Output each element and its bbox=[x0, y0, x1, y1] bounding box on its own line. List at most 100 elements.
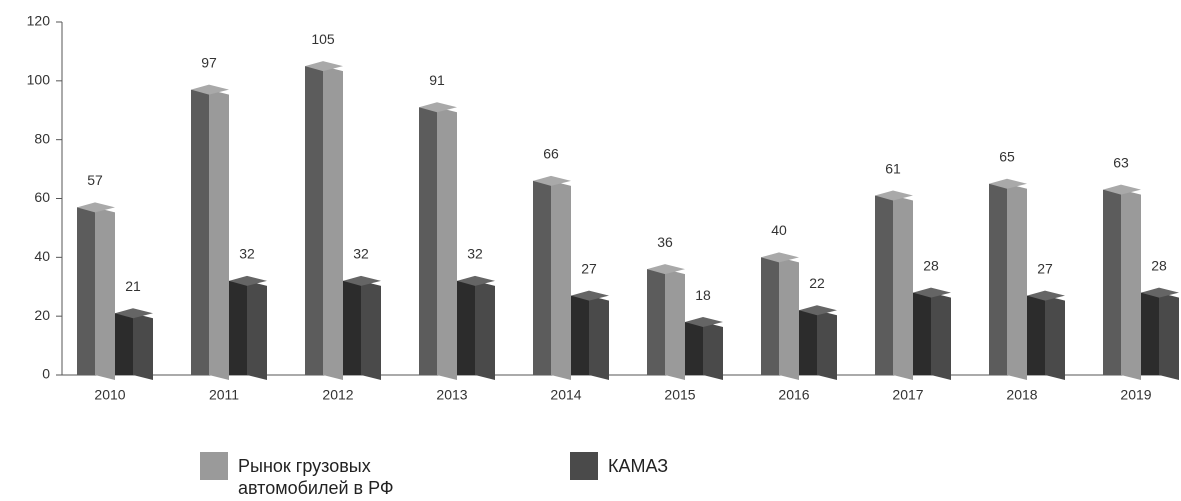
bar-top bbox=[305, 61, 343, 72]
data-label: 32 bbox=[239, 246, 255, 262]
y-tick-label: 120 bbox=[27, 13, 51, 29]
bar-top bbox=[761, 252, 799, 263]
bar-front bbox=[913, 292, 931, 375]
data-label: 61 bbox=[885, 160, 901, 176]
bar-top bbox=[875, 190, 913, 201]
bar-front bbox=[457, 280, 475, 375]
data-label: 97 bbox=[201, 54, 217, 70]
bar-side bbox=[779, 257, 799, 380]
bar-front bbox=[343, 280, 361, 375]
bar-top bbox=[1103, 184, 1141, 195]
data-label: 28 bbox=[923, 257, 939, 273]
bar-front bbox=[1027, 295, 1045, 375]
data-label: 105 bbox=[311, 31, 335, 47]
data-label: 32 bbox=[353, 246, 369, 262]
bar-side bbox=[931, 292, 951, 380]
x-tick-label: 2011 bbox=[209, 387, 239, 403]
data-label: 40 bbox=[771, 222, 787, 238]
bar-side bbox=[1045, 295, 1065, 380]
bar-front bbox=[685, 322, 703, 375]
legend-label: КАМАЗ bbox=[608, 456, 669, 476]
y-tick-label: 100 bbox=[27, 72, 51, 88]
data-label: 32 bbox=[467, 246, 483, 262]
bar-front bbox=[419, 107, 437, 375]
x-tick-label: 2014 bbox=[550, 387, 581, 403]
y-tick-label: 60 bbox=[34, 189, 50, 205]
bar-top bbox=[419, 102, 457, 113]
x-tick-label: 2013 bbox=[436, 387, 467, 403]
legend-label: Рынок грузовых автомобилей в РФ bbox=[238, 456, 394, 498]
bar-top bbox=[647, 264, 685, 275]
data-label: 36 bbox=[657, 234, 673, 250]
bar-top bbox=[229, 275, 267, 286]
bar-front bbox=[229, 280, 247, 375]
bar-side bbox=[437, 107, 457, 380]
bar-front bbox=[761, 257, 779, 375]
data-label: 21 bbox=[125, 278, 141, 294]
bar-side bbox=[665, 269, 685, 380]
bar-front bbox=[1141, 292, 1159, 375]
bar-front bbox=[305, 66, 323, 375]
bar-side bbox=[133, 313, 153, 380]
bar-side bbox=[247, 280, 267, 380]
bar-front bbox=[77, 207, 95, 375]
bar-side bbox=[361, 280, 381, 380]
bar-side bbox=[1121, 189, 1141, 380]
x-tick-label: 2012 bbox=[322, 387, 353, 403]
data-label: 28 bbox=[1151, 257, 1167, 273]
data-label: 66 bbox=[543, 146, 559, 162]
data-label: 57 bbox=[87, 172, 103, 188]
bar-top bbox=[77, 202, 115, 213]
bar-front bbox=[1103, 189, 1121, 375]
bar-side bbox=[551, 180, 571, 380]
x-tick-label: 2010 bbox=[94, 387, 125, 403]
bar-side bbox=[475, 280, 495, 380]
data-label: 65 bbox=[999, 148, 1015, 164]
legend-swatch bbox=[200, 452, 228, 480]
bar-front bbox=[799, 310, 817, 375]
y-tick-label: 40 bbox=[34, 248, 50, 264]
bar-side bbox=[95, 207, 115, 380]
bar-front bbox=[115, 313, 133, 375]
x-tick-label: 2018 bbox=[1006, 387, 1037, 403]
bar-front bbox=[875, 195, 893, 375]
x-tick-label: 2015 bbox=[664, 387, 695, 403]
legend-swatch bbox=[570, 452, 598, 480]
bar-top bbox=[343, 275, 381, 286]
y-tick-label: 0 bbox=[42, 366, 50, 382]
bar-side bbox=[703, 322, 723, 380]
y-tick-label: 80 bbox=[34, 130, 50, 146]
bar-top bbox=[1141, 287, 1179, 298]
data-label: 27 bbox=[581, 260, 597, 276]
bar-top bbox=[1027, 290, 1065, 301]
bar-side bbox=[893, 195, 913, 380]
data-label: 63 bbox=[1113, 154, 1129, 170]
bar-top bbox=[685, 317, 723, 328]
bar-top bbox=[115, 308, 153, 319]
x-tick-label: 2019 bbox=[1120, 387, 1151, 403]
bar-top bbox=[989, 178, 1027, 189]
bar-side bbox=[817, 310, 837, 380]
bar-side bbox=[209, 89, 229, 381]
bar-side bbox=[323, 66, 343, 380]
bar-front bbox=[989, 183, 1007, 375]
bar-top bbox=[191, 84, 229, 95]
data-label: 18 bbox=[695, 287, 711, 303]
bar-top bbox=[457, 275, 495, 286]
bar-top bbox=[571, 290, 609, 301]
bar-front bbox=[571, 295, 589, 375]
bar-top bbox=[533, 175, 571, 186]
data-label: 22 bbox=[809, 275, 825, 291]
x-tick-label: 2017 bbox=[892, 387, 923, 403]
bar-front bbox=[191, 89, 209, 376]
bar-top bbox=[799, 305, 837, 316]
bar-side bbox=[1159, 292, 1179, 380]
data-label: 91 bbox=[429, 72, 445, 88]
data-label: 27 bbox=[1037, 260, 1053, 276]
x-tick-label: 2016 bbox=[778, 387, 809, 403]
y-tick-label: 20 bbox=[34, 307, 50, 323]
bar-front bbox=[647, 269, 665, 375]
bar-side bbox=[589, 295, 609, 380]
